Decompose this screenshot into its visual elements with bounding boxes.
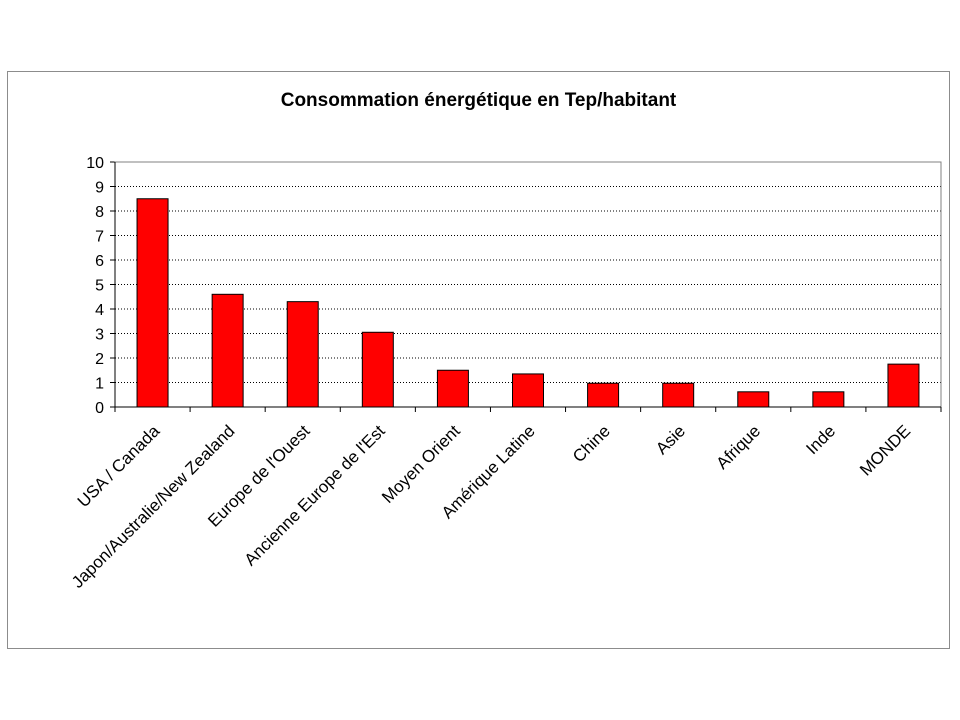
bar (887, 363, 920, 408)
bar (136, 198, 169, 408)
category-label: Japon/Australie/New Zealand (68, 421, 238, 591)
y-tick-label: 6 (95, 253, 104, 270)
y-tick-label: 0 (95, 400, 104, 417)
y-tick-label: 3 (95, 327, 104, 344)
y-tick-label: 5 (95, 278, 104, 295)
bar (211, 293, 244, 408)
bar (587, 382, 620, 408)
y-tick-label: 4 (95, 302, 104, 319)
bar (286, 301, 319, 408)
bar (737, 391, 770, 408)
y-tick-label: 8 (95, 204, 104, 221)
y-tick-label: 2 (95, 351, 104, 368)
chart-title: Consommation énergétique en Tep/habitant (280, 90, 677, 111)
category-label: Afrique (713, 421, 765, 473)
category-label: Inde (802, 421, 839, 458)
bar (361, 331, 394, 408)
category-label: Moyen Orient (378, 421, 464, 507)
bar (512, 373, 544, 408)
bar (662, 382, 695, 408)
y-tick-label: 9 (95, 180, 104, 197)
y-tick-label: 10 (86, 155, 104, 172)
bar (812, 391, 845, 408)
category-label: Asie (652, 421, 689, 458)
y-tick-label: 1 (95, 376, 104, 393)
category-label: Ancienne Europe de l'Est (241, 421, 389, 569)
y-tick-label: 7 (95, 229, 104, 246)
category-label: Chine (569, 421, 614, 466)
bar (436, 369, 469, 408)
category-label: MONDE (856, 421, 914, 479)
